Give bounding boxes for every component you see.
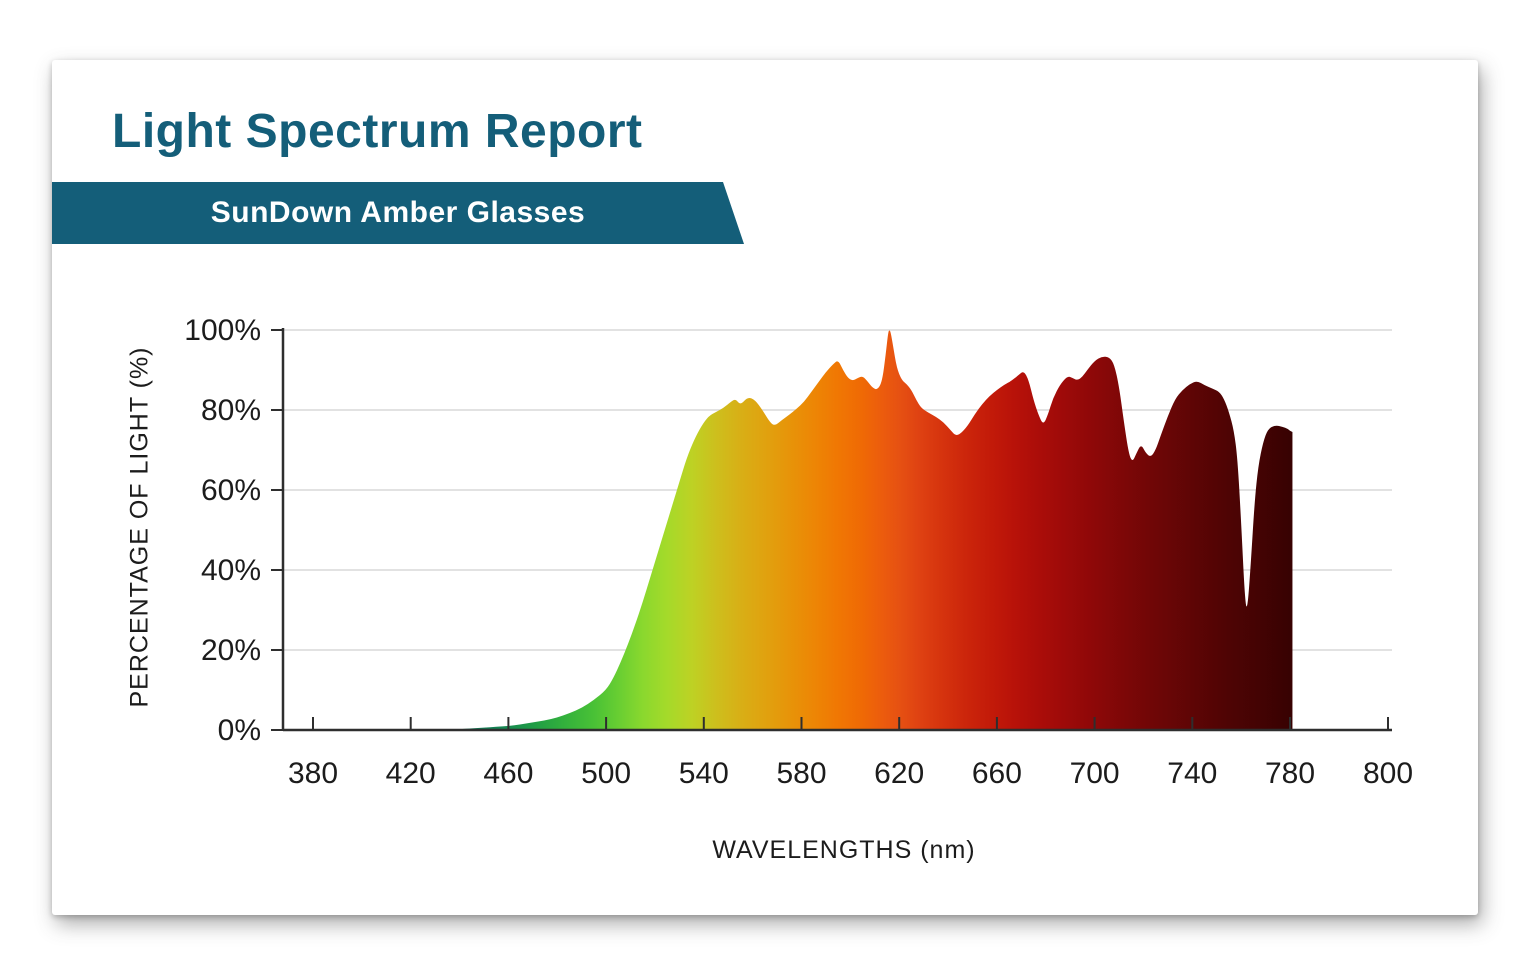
page-title: Light Spectrum Report — [112, 105, 643, 158]
y-tick-label: 80% — [201, 394, 261, 427]
y-tick-label: 0% — [218, 714, 261, 747]
y-axis-title: PERCENTAGE OF LIGHT (%) — [125, 346, 154, 708]
x-tick-label: 660 — [972, 757, 1022, 790]
report-card: Light Spectrum Report SunDown Amber Glas… — [52, 60, 1478, 915]
y-tick-label: 60% — [201, 474, 261, 507]
x-tick-label: 460 — [483, 757, 533, 790]
spectrum-chart: 100% 80% 60% 40% 20% 0% 380 420 460 500 540 580 620 6… — [184, 314, 1413, 790]
x-tick-label: 380 — [288, 757, 338, 790]
subtitle-banner-label: SunDown Amber Glasses — [210, 196, 586, 229]
subtitle-banner: SunDown Amber Glasses — [52, 182, 744, 244]
x-tick-label: 800 — [1363, 757, 1413, 790]
x-tick-label: 700 — [1070, 757, 1120, 790]
x-tick-label: 420 — [386, 757, 436, 790]
x-tick-label: 780 — [1265, 757, 1315, 790]
x-tick-label: 540 — [679, 757, 729, 790]
y-tick-label: 40% — [201, 554, 261, 587]
spectrum-area — [435, 330, 1293, 730]
x-tick-label: 740 — [1167, 757, 1217, 790]
x-tick-label: 580 — [776, 757, 826, 790]
x-axis-title: WAVELENGTHS (nm) — [712, 836, 976, 864]
y-tick-label: 100% — [184, 314, 261, 347]
x-tick-label: 500 — [581, 757, 631, 790]
y-tick-label: 20% — [201, 634, 261, 667]
x-tick-label: 620 — [874, 757, 924, 790]
